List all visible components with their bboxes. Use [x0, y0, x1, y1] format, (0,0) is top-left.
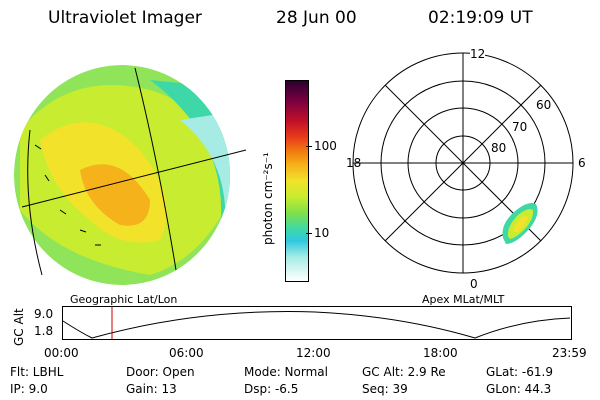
colorbar-tick-label-100: 100	[314, 139, 337, 153]
colorbar	[285, 80, 309, 282]
altitude-ytick-9: 9.0	[34, 307, 54, 321]
status-gc-alt: GC Alt: 2.9 Re	[362, 365, 446, 379]
altitude-xtick-1800: 18:00	[423, 346, 458, 360]
altitude-ylabel: GC Alt	[12, 308, 26, 346]
status-door: Door: Open	[126, 365, 195, 379]
mlt-label-0: 0	[470, 277, 478, 291]
altitude-xtick-0000: 00:00	[44, 346, 79, 360]
status-dsp: Dsp: -6.5	[244, 382, 299, 396]
status-seq: Seq: 39	[362, 382, 408, 396]
mlt-label-6: 6	[578, 156, 586, 170]
status-mode: Mode: Normal	[244, 365, 328, 379]
status-ip: IP: 9.0	[10, 382, 48, 396]
time-label: 02:19:09 UT	[428, 8, 533, 28]
status-filter: Flt: LBHL	[10, 365, 64, 379]
instrument-title: Ultraviolet Imager	[48, 8, 202, 28]
mlt-label-12: 12	[470, 47, 486, 61]
status-glat: GLat: -61.9	[486, 365, 553, 379]
colorbar-tick-100	[306, 146, 312, 147]
status-glon: GLon: 44.3	[486, 382, 552, 396]
status-gain: Gain: 13	[126, 382, 177, 396]
altitude-ytick-1-8: 1.8	[34, 324, 54, 338]
colorbar-tick-label-10: 10	[314, 226, 330, 240]
colorbar-tick-10	[306, 233, 312, 234]
altitude-xtick-0600: 06:00	[169, 346, 204, 360]
mlt-label-18: 18	[346, 156, 362, 170]
lat-label-70: 70	[512, 120, 528, 134]
altitude-xtick-1200: 12:00	[296, 346, 331, 360]
lat-label-60: 60	[536, 98, 552, 112]
date-label: 28 Jun 00	[276, 8, 357, 28]
altitude-xtick-2359: 23:59	[552, 346, 587, 360]
polar-plot-caption: Apex MLat/MLT	[422, 293, 505, 306]
altitude-plot-frame	[62, 306, 572, 340]
lat-label-80: 80	[491, 141, 507, 155]
left-panel-caption: Geographic Lat/Lon	[70, 293, 178, 306]
